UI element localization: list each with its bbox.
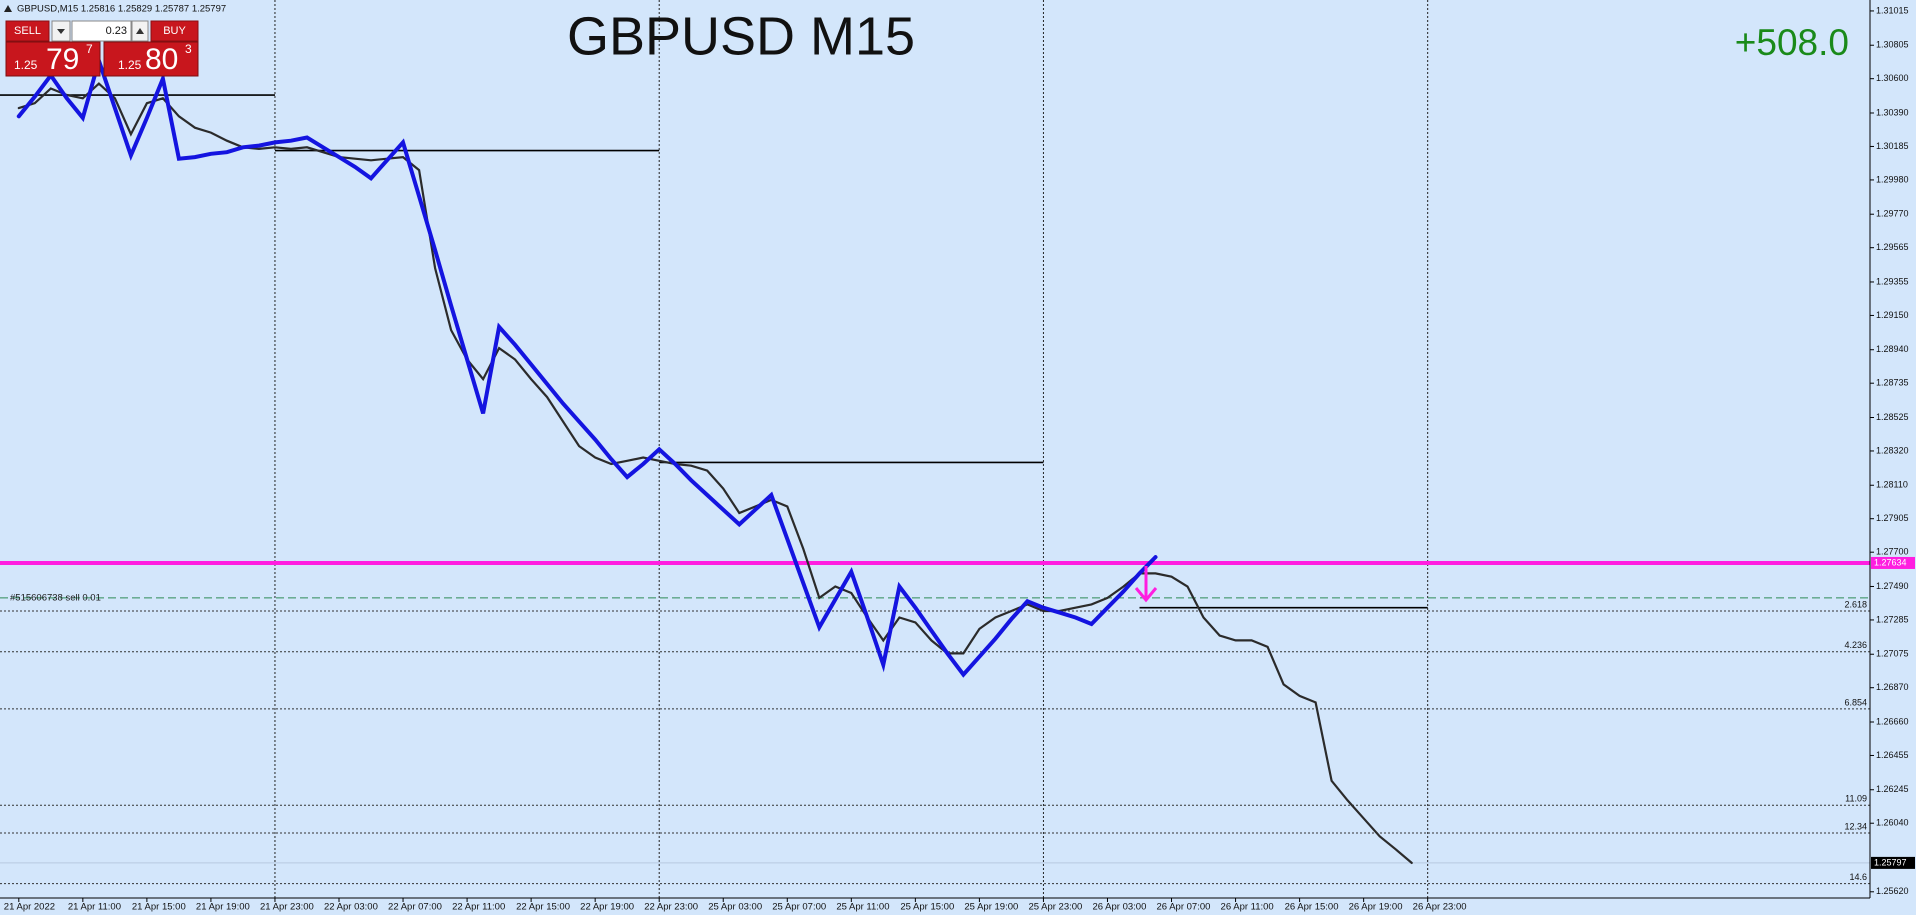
- x-tick-label: 22 Apr 23:00: [644, 902, 698, 913]
- fib-label: 12.34: [1844, 821, 1867, 831]
- order-label: #515606738 sell 0.01: [10, 592, 101, 603]
- ask-box[interactable]: [103, 41, 199, 77]
- x-tick-label: 21 Apr 2022: [4, 902, 55, 913]
- chart-title: GBPUSD M15: [567, 6, 915, 66]
- zigzag-line: [16, 53, 1158, 678]
- fib-label: 6.854: [1844, 697, 1867, 707]
- series-layer: [16, 53, 1413, 864]
- profit: +508.0: [1735, 22, 1849, 63]
- y-tick-label: 1.28735: [1876, 378, 1909, 388]
- y-tick-label: 1.26660: [1876, 716, 1909, 726]
- x-tick-label: 22 Apr 03:00: [324, 902, 378, 913]
- y-tick-label: 1.29980: [1876, 174, 1909, 184]
- x-tick-label: 26 Apr 19:00: [1349, 902, 1403, 913]
- x-tick-label: 25 Apr 23:00: [1028, 902, 1082, 913]
- y-tick-label: 1.31015: [1876, 5, 1909, 15]
- entry-price-label: 1.27634: [1874, 557, 1907, 567]
- x-tick-label: 25 Apr 03:00: [708, 902, 762, 913]
- lot-value: 0.23: [106, 25, 127, 37]
- y-tick-label: 1.26040: [1876, 818, 1909, 828]
- y-tick-label: 1.27285: [1876, 614, 1909, 624]
- x-tick-label: 21 Apr 23:00: [260, 902, 314, 913]
- y-tick-label: 1.28525: [1876, 412, 1909, 422]
- lot-input[interactable]: [71, 20, 132, 42]
- y-tick-label: 1.30185: [1876, 141, 1909, 151]
- y-tick-label: 1.27075: [1876, 649, 1909, 659]
- x-tick-label: 25 Apr 19:00: [964, 902, 1018, 913]
- dropdown-icon: [57, 29, 65, 34]
- header-icon: [4, 5, 12, 12]
- y-tick-label: 1.26245: [1876, 784, 1909, 794]
- y-tick-label: 1.30390: [1876, 107, 1909, 117]
- trade-panel: SELL 0.23 BUY 1.25 79 7 1.25 80 3: [5, 20, 199, 77]
- last-price-label: 1.25797: [1874, 857, 1907, 867]
- x-tick-label: 25 Apr 11:00: [836, 902, 889, 913]
- sell-button[interactable]: [5, 20, 50, 42]
- y-tick-label: 1.29150: [1876, 310, 1909, 320]
- x-tick-label: 21 Apr 15:00: [132, 902, 186, 913]
- fib-label: 2.618: [1844, 599, 1867, 609]
- x-tick-label: 22 Apr 19:00: [580, 902, 634, 913]
- fib-label: 11.09: [1845, 794, 1867, 804]
- up-icon: [136, 28, 144, 34]
- x-tick-label: 21 Apr 11:00: [68, 902, 121, 913]
- symbol-info: GBPUSD,M15 1.25816 1.25829 1.25787 1.257…: [17, 4, 226, 15]
- ask-big: 80: [145, 43, 178, 76]
- y-tick-label: 1.27490: [1876, 581, 1909, 591]
- axis-layer: 21 Apr 2022 21 Apr 11:00 21 Apr 15:00 21 Ap…: [4, 5, 1915, 913]
- y-tick-label: 1.29770: [1876, 209, 1909, 219]
- x-tick-label: 21 Apr 19:00: [196, 902, 250, 913]
- y-tick-label: 1.30805: [1876, 40, 1909, 50]
- buy-button[interactable]: [150, 20, 199, 42]
- ask-sup: 3: [185, 42, 192, 56]
- fib-label: 14.6: [1849, 872, 1867, 882]
- x-tick-label: 26 Apr 03:00: [1092, 902, 1146, 913]
- y-tick-label: 1.28110: [1876, 480, 1908, 490]
- y-tick-label: 1.30600: [1876, 73, 1909, 83]
- x-tick-label: 25 Apr 15:00: [900, 902, 954, 913]
- y-tick-label: 1.29565: [1876, 242, 1909, 252]
- bid-box[interactable]: [5, 41, 101, 77]
- y-tick-label: 1.28940: [1876, 344, 1909, 354]
- last-price-tag: [1871, 856, 1915, 869]
- bid-sup: 7: [86, 42, 93, 56]
- bid-big: 79: [46, 43, 79, 76]
- y-tick-label: 1.27905: [1876, 513, 1909, 523]
- fib-label: 4.236: [1844, 640, 1867, 650]
- x-tick-label: 26 Apr 23:00: [1413, 902, 1467, 913]
- x-tick-label: 22 Apr 15:00: [516, 902, 570, 913]
- x-tick-label: 26 Apr 15:00: [1285, 902, 1339, 913]
- x-tick-label: 26 Apr 11:00: [1221, 902, 1274, 913]
- buy-label: BUY: [163, 25, 186, 37]
- y-tick-label: 1.27700: [1876, 547, 1909, 557]
- y-tick-label: 1.26870: [1876, 682, 1909, 692]
- y-tick-label: 1.29355: [1876, 276, 1909, 286]
- sell-label: SELL: [14, 25, 41, 37]
- x-tick-label: 26 Apr 07:00: [1157, 902, 1211, 913]
- x-tick-label: 22 Apr 07:00: [388, 902, 442, 913]
- y-tick-label: 1.25620: [1876, 886, 1909, 896]
- entry-price-tag: [1871, 556, 1915, 569]
- x-tick-label: 25 Apr 07:00: [772, 902, 826, 913]
- ask-prefix: 1.25: [118, 58, 142, 72]
- y-tick-label: 1.28320: [1876, 445, 1909, 455]
- y-tick-label: 1.26455: [1876, 750, 1909, 760]
- order-arrow: [1134, 566, 1158, 603]
- level-layer: #515606738 sell 0.01: [0, 94, 1870, 864]
- grid-layer: [0, 0, 1870, 898]
- x-tick-label: 22 Apr 11:00: [452, 902, 505, 913]
- bid-prefix: 1.25: [14, 58, 38, 72]
